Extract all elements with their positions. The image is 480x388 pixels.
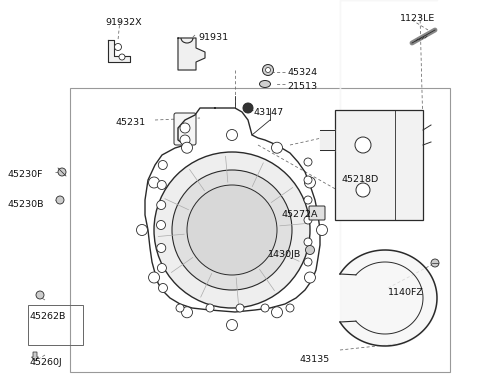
Circle shape xyxy=(56,196,64,204)
Circle shape xyxy=(148,272,159,283)
Circle shape xyxy=(316,225,327,236)
Circle shape xyxy=(305,246,314,255)
Circle shape xyxy=(304,216,312,224)
Circle shape xyxy=(272,142,283,153)
Text: 91932X: 91932X xyxy=(105,18,142,27)
Text: 45324: 45324 xyxy=(287,68,317,77)
Text: 91931: 91931 xyxy=(198,33,228,42)
Bar xyxy=(70,88,450,372)
Circle shape xyxy=(206,304,214,312)
Circle shape xyxy=(431,259,439,267)
Text: 43147: 43147 xyxy=(253,108,283,117)
Circle shape xyxy=(355,137,371,153)
Text: 45272A: 45272A xyxy=(282,210,319,219)
Circle shape xyxy=(263,64,274,76)
Circle shape xyxy=(272,307,283,318)
FancyBboxPatch shape xyxy=(335,110,423,220)
Circle shape xyxy=(227,130,238,140)
Polygon shape xyxy=(108,40,130,62)
Circle shape xyxy=(304,196,312,204)
Circle shape xyxy=(181,307,192,318)
Circle shape xyxy=(172,170,292,290)
FancyArrow shape xyxy=(32,352,38,361)
Text: 1123LE: 1123LE xyxy=(400,14,435,23)
Circle shape xyxy=(158,284,168,293)
Text: 45231: 45231 xyxy=(115,118,145,127)
Circle shape xyxy=(243,103,253,113)
Circle shape xyxy=(304,258,312,266)
Circle shape xyxy=(304,238,312,246)
Circle shape xyxy=(304,158,312,166)
Bar xyxy=(28,305,83,345)
Circle shape xyxy=(36,291,44,299)
Circle shape xyxy=(148,177,159,188)
FancyBboxPatch shape xyxy=(309,206,325,220)
FancyBboxPatch shape xyxy=(174,113,196,145)
Circle shape xyxy=(356,183,370,197)
Circle shape xyxy=(265,68,271,73)
Circle shape xyxy=(304,176,312,184)
Text: 45230B: 45230B xyxy=(8,200,45,209)
Circle shape xyxy=(181,142,192,153)
Circle shape xyxy=(304,177,315,188)
Text: 43135: 43135 xyxy=(300,355,330,364)
Circle shape xyxy=(156,220,166,229)
Text: 45218D: 45218D xyxy=(342,175,379,184)
Circle shape xyxy=(176,304,184,312)
Polygon shape xyxy=(178,38,205,70)
Text: 45262B: 45262B xyxy=(30,312,66,321)
Circle shape xyxy=(187,185,277,275)
Circle shape xyxy=(154,152,310,308)
Circle shape xyxy=(286,304,294,312)
Polygon shape xyxy=(320,130,335,150)
Circle shape xyxy=(58,168,66,176)
Text: 45230F: 45230F xyxy=(8,170,44,179)
Circle shape xyxy=(180,135,190,145)
Circle shape xyxy=(304,272,315,283)
Circle shape xyxy=(261,304,269,312)
Circle shape xyxy=(115,43,121,50)
Circle shape xyxy=(236,304,244,312)
Ellipse shape xyxy=(260,80,271,88)
Text: 45260J: 45260J xyxy=(30,358,63,367)
Text: 21513: 21513 xyxy=(287,82,317,91)
Circle shape xyxy=(136,225,147,236)
Text: 1140FZ: 1140FZ xyxy=(388,288,424,297)
Text: 1430JB: 1430JB xyxy=(268,250,301,259)
Circle shape xyxy=(157,244,166,253)
Circle shape xyxy=(158,161,168,170)
Circle shape xyxy=(157,263,167,272)
Circle shape xyxy=(156,201,166,210)
Circle shape xyxy=(157,180,166,189)
Circle shape xyxy=(180,123,190,133)
Circle shape xyxy=(119,54,125,60)
Circle shape xyxy=(227,319,238,331)
